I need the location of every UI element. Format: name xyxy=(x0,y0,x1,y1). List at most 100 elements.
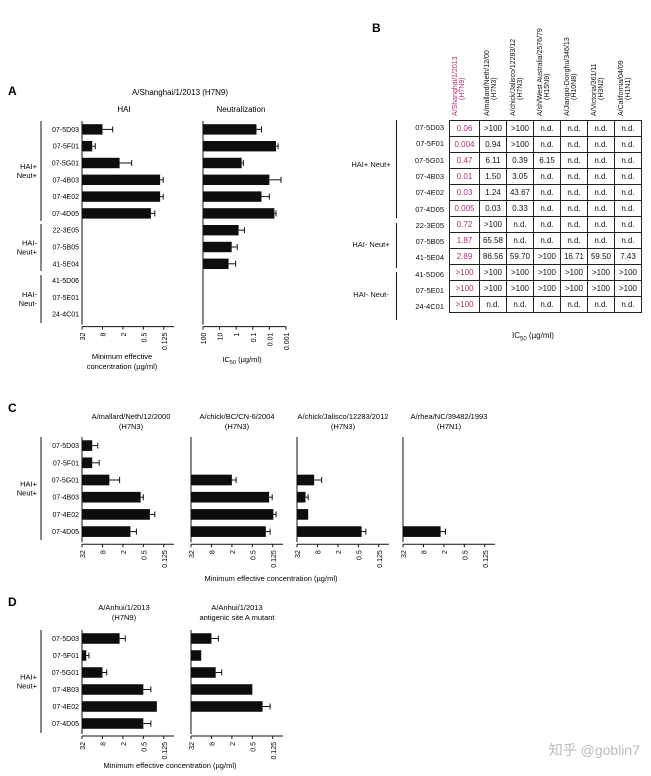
data-bar xyxy=(82,509,150,520)
table-cell: 86.56 xyxy=(479,248,507,265)
table-cell: n.d. xyxy=(560,184,588,201)
panel-d-title-1a: A/Anhui/1/2013 xyxy=(98,603,149,612)
x-tick-label: 8 xyxy=(209,550,216,554)
x-tick-label: 0.5 xyxy=(250,550,257,560)
table-cell: 59.70 xyxy=(506,248,534,265)
x-tick-label: 2 xyxy=(121,550,128,554)
column-name: A/chick/Jalisco/12283/12 xyxy=(510,38,517,116)
data-bar xyxy=(203,208,275,219)
panel-a-hai-xlabel-1: Minimum effective xyxy=(92,352,152,361)
data-bar xyxy=(297,509,309,520)
table-cell: >100 xyxy=(449,280,480,297)
data-bar xyxy=(191,526,266,537)
table-cell: n.d. xyxy=(533,216,561,233)
panel-b-row-label: 24-4C01 xyxy=(415,302,444,312)
table-cell: 6.11 xyxy=(479,152,507,169)
x-tick-label: 32 xyxy=(401,550,408,558)
column-subtype: (H1N1) xyxy=(625,77,632,100)
table-cell: 3.05 xyxy=(506,168,534,185)
table-cell: n.d. xyxy=(614,232,642,249)
panel-a-neut-xlabel: IC50 (µg/ml) xyxy=(222,355,262,366)
x-tick-label: 2 xyxy=(336,550,343,554)
data-bar xyxy=(82,474,110,486)
panel-b-row-label: 22-3E05 xyxy=(415,220,444,230)
category-label: 07-4B03 xyxy=(53,687,80,694)
panel-b-row-label: 07-4B03 xyxy=(415,171,444,181)
table-cell: n.d. xyxy=(560,232,588,249)
table-cell: n.d. xyxy=(533,200,561,217)
category-label: 22-3E05 xyxy=(53,228,80,235)
x-tick-label: 2 xyxy=(442,550,449,554)
table-row: >100 n.d. n.d. n.d. n.d. n.d. n.d. xyxy=(449,296,642,313)
table-cell: n.d. xyxy=(506,216,534,233)
data-bar xyxy=(82,191,161,202)
table-cell: n.d. xyxy=(587,184,615,201)
panel-b-group-bracket xyxy=(396,223,397,268)
panel-d-title-2b: antigenic site A mutant xyxy=(199,613,275,622)
x-tick-label: 0.125 xyxy=(483,550,490,568)
table-cell: 43.67 xyxy=(506,184,534,201)
table-cell: n.d. xyxy=(614,216,642,233)
column-subtype: (H7N3) xyxy=(491,77,498,100)
data-bar xyxy=(191,650,202,661)
x-tick-label: 2 xyxy=(230,742,237,746)
category-label: 07-4B03 xyxy=(53,495,80,502)
category-label: 41-5E04 xyxy=(53,261,80,268)
table-cell: n.d. xyxy=(560,136,588,153)
panel-letter-b: B xyxy=(372,21,381,35)
panel-c-title-4b: (H7N1) xyxy=(437,422,462,431)
table-cell: n.d. xyxy=(614,136,642,153)
column-name: A/Jiangxi-Donghu/346/13 xyxy=(564,37,571,116)
x-tick-label: 8 xyxy=(100,550,107,554)
column-subtype: (H7N3) xyxy=(517,77,524,100)
group-a-1-label: Neut+ xyxy=(17,171,38,180)
panel-c-title-1b: (H7N3) xyxy=(119,422,144,431)
panel-b-row-label: 41-5D06 xyxy=(415,269,444,279)
table-row: 0.72 >100 n.d. n.d. n.d. n.d. n.d. xyxy=(449,216,642,233)
panel-b-row-label: 07-5B05 xyxy=(415,237,444,247)
table-cell: n.d. xyxy=(560,168,588,185)
data-bar xyxy=(82,124,103,135)
panel-d-title-2a: A/Anhui/1/2013 xyxy=(211,603,262,612)
x-tick-label: 8 xyxy=(315,550,322,554)
table-row: 0.03 1.24 43.67 n.d. n.d. n.d. n.d. xyxy=(449,184,642,201)
panel-c-xlabel: Minimum effective concentration (µg/ml) xyxy=(205,574,338,583)
data-bar xyxy=(82,526,131,537)
table-cell: >100 xyxy=(614,280,642,297)
table-cell: 0.47 xyxy=(449,152,480,169)
panel-b-column-header: A/Victoria/361/11 (H3N2) xyxy=(591,63,605,116)
x-tick-label: 8 xyxy=(421,550,428,554)
panel-c-title-3b: (H7N3) xyxy=(331,422,356,431)
panel-b-column-header: A/California/04/09 (H1N1) xyxy=(618,60,632,116)
group-a-3-label: HAI- xyxy=(22,290,38,299)
panel-b-row-label: 07-4E02 xyxy=(415,188,444,198)
panel-b-table-wrap: 0.06 >100 >100 n.d. n.d. n.d. n.d. 0.004 0.94 >10… xyxy=(449,120,642,313)
category-label: 07-4D05 xyxy=(52,529,79,536)
table-cell: >100 xyxy=(479,216,507,233)
panel-c-title-4a: A/rhea/NC/39482/1993 xyxy=(411,412,488,421)
panel-d-title-1b: (H7N9) xyxy=(112,613,137,622)
table-row: 0.005 0.03 0.33 n.d. n.d. n.d. n.d. xyxy=(449,200,642,217)
x-tick-label: 0.5 xyxy=(462,550,469,560)
data-bar xyxy=(191,667,216,678)
category-label: 07-5D03 xyxy=(52,636,79,643)
x-tick-label: 0.125 xyxy=(162,742,169,760)
category-label: 07-5G01 xyxy=(52,161,79,168)
data-bar xyxy=(82,140,93,152)
table-cell: n.d. xyxy=(533,136,561,153)
table-cell: 0.94 xyxy=(479,136,507,153)
table-cell: n.d. xyxy=(506,296,534,313)
data-bar xyxy=(191,633,212,644)
group-a-2-label: HAI- xyxy=(22,239,38,248)
table-cell: n.d. xyxy=(533,120,561,137)
column-name: A/California/04/09 xyxy=(618,60,625,116)
plots-layer: 32 8 2 0.5 0.125 07-5D03 07-5F01 07-5G01 07-4B03… xyxy=(17,121,495,760)
panel-letter-c: C xyxy=(8,401,17,415)
data-bar xyxy=(82,174,161,186)
x-tick-label: 32 xyxy=(80,742,87,750)
table-cell: >100 xyxy=(506,264,534,281)
panel-d-xlabel: Minimum effective concentration (µg/ml) xyxy=(104,761,237,770)
table-cell: >100 xyxy=(533,264,561,281)
panel-b-group-bracket xyxy=(396,272,397,320)
category-label: 07-4E02 xyxy=(53,512,80,519)
